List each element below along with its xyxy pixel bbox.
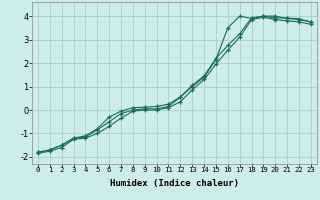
X-axis label: Humidex (Indice chaleur): Humidex (Indice chaleur) bbox=[110, 179, 239, 188]
